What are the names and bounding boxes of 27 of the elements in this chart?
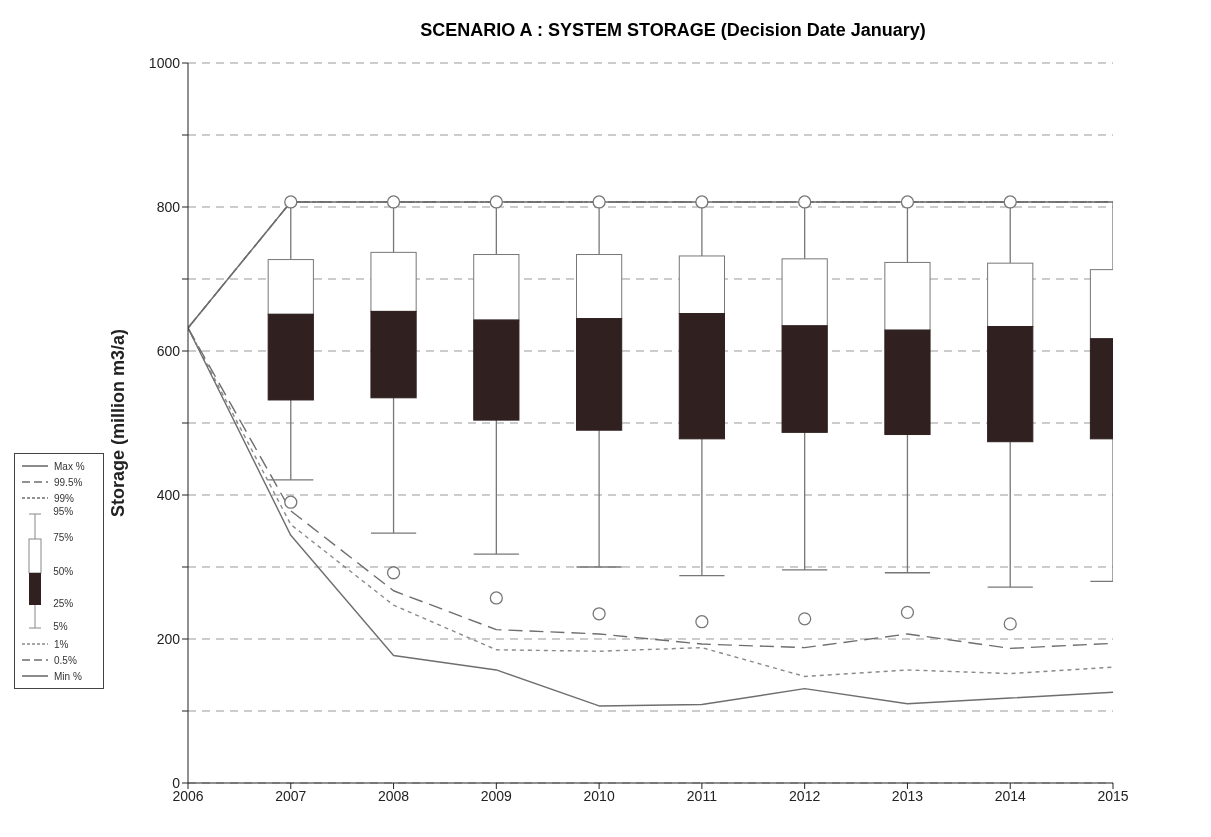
x-tick-label: 2013 xyxy=(891,787,924,804)
legend-label: Min % xyxy=(54,670,82,682)
legend-label: 99.5% xyxy=(54,476,83,488)
text: 5% xyxy=(53,621,68,632)
y-tick-label: 600 xyxy=(156,342,181,359)
legend-label: 0.5% xyxy=(54,654,77,666)
text: 25% xyxy=(53,598,74,609)
y-axis-title: Storage (million m3/a) xyxy=(108,328,129,518)
y-tick-label: 800 xyxy=(156,198,181,215)
text: 75% xyxy=(53,532,74,543)
x-tick-label: 2011 xyxy=(686,787,718,804)
text: 95% xyxy=(53,506,74,517)
y-tick-label: 400 xyxy=(156,486,181,503)
x-tick-label: 2015 xyxy=(1097,787,1129,804)
text: 50% xyxy=(53,566,74,577)
x-tick-label: 2012 xyxy=(789,787,821,804)
legend-label: Max % xyxy=(54,460,85,472)
x-tick-label: 2009 xyxy=(480,787,513,804)
legend-label: 99% xyxy=(54,492,75,504)
chart-title: SCENARIO A : SYSTEM STORAGE (Decision Date January) xyxy=(419,19,927,42)
x-tick-label: 2008 xyxy=(377,787,410,804)
x-tick-label: 2014 xyxy=(994,787,1026,804)
x-tick-label: 2010 xyxy=(583,787,615,804)
legend-label: 1% xyxy=(54,638,69,650)
x-tick-label: 2007 xyxy=(275,787,307,804)
y-tick-label: 1000 xyxy=(148,54,181,71)
y-tick-label: 200 xyxy=(156,630,181,647)
